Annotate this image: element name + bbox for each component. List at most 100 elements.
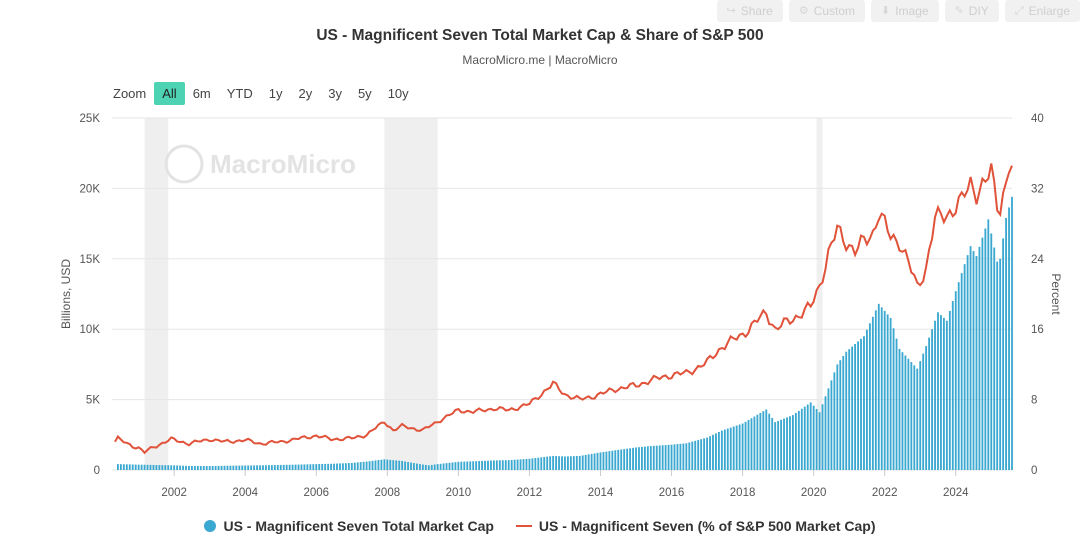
market-cap-bar	[131, 464, 134, 470]
market-cap-bar	[273, 465, 276, 470]
zoom-option-all[interactable]: All	[154, 82, 185, 105]
market-cap-bar	[629, 448, 632, 470]
market-cap-bar	[972, 251, 975, 470]
market-cap-bar	[792, 415, 794, 470]
market-cap-bar	[934, 320, 936, 470]
toolbar-button-image[interactable]: ⬇ Image	[871, 0, 939, 22]
market-cap-bar	[241, 465, 244, 470]
toolbar-button-enlarge[interactable]: ⤢ Enlarge	[1004, 0, 1080, 22]
market-cap-bar	[202, 466, 205, 470]
market-cap-bar	[567, 456, 569, 470]
market-cap-bar	[818, 412, 821, 470]
market-cap-bar	[324, 463, 327, 470]
market-cap-bar	[487, 460, 489, 470]
market-cap-bar	[824, 396, 827, 470]
market-cap-bar	[223, 465, 226, 470]
market-cap-bar	[712, 434, 714, 470]
market-cap-bar	[380, 459, 383, 470]
market-cap-bar	[744, 421, 747, 470]
zoom-option-1y[interactable]: 1y	[268, 86, 283, 101]
market-cap-bar	[688, 442, 691, 470]
market-cap-bar	[484, 460, 486, 470]
x-tick-label: 2002	[161, 487, 187, 499]
watermark-logo-icon	[164, 144, 204, 184]
market-cap-bar	[655, 445, 658, 470]
market-cap-bar	[217, 465, 220, 470]
market-cap-bar	[404, 461, 407, 470]
market-cap-bar	[182, 465, 184, 470]
market-cap-bar	[821, 404, 824, 470]
market-cap-bar	[436, 464, 439, 470]
market-cap-bar	[469, 461, 472, 470]
toolbar-button-diy[interactable]: ✎ DIY	[944, 0, 999, 22]
market-cap-bar	[495, 460, 498, 470]
toolbar-button-label: Enlarge	[1028, 4, 1070, 18]
market-cap-bar	[552, 455, 555, 470]
market-cap-bar	[353, 462, 356, 470]
zoom-option-ytd[interactable]: YTD	[226, 86, 253, 101]
market-cap-bar	[670, 444, 673, 470]
market-cap-bar	[676, 444, 679, 470]
zoom-option-5y[interactable]: 5y	[357, 86, 372, 101]
gear-icon: ⚙	[798, 5, 809, 17]
market-cap-bar	[762, 411, 765, 470]
market-cap-bar	[492, 460, 495, 470]
market-cap-bar	[336, 463, 338, 470]
zoom-option-2y[interactable]: 2y	[298, 86, 313, 101]
market-cap-bar	[667, 444, 670, 470]
legend-marker-market-cap	[204, 520, 217, 532]
market-cap-bar	[886, 314, 889, 470]
market-cap-bar	[682, 443, 685, 470]
legend-item-market-cap[interactable]: US - Magnificent Seven Total Market Cap	[204, 518, 494, 534]
x-tick-label: 2012	[517, 487, 543, 499]
y-right-tick-label: 8	[1031, 395, 1037, 407]
market-cap-bar	[386, 459, 389, 470]
market-cap-bar	[158, 465, 161, 470]
market-cap-bar	[975, 255, 978, 470]
market-cap-bar	[981, 237, 984, 470]
market-cap-bar	[632, 447, 634, 470]
market-cap-bar	[789, 416, 791, 470]
market-cap-bar	[270, 465, 273, 470]
market-cap-bar	[812, 405, 815, 470]
market-cap-bar	[800, 408, 803, 470]
market-cap-bar	[747, 420, 750, 470]
toolbar-button-share[interactable]: ↪ Share	[716, 0, 783, 22]
toolbar-button-custom[interactable]: ⚙ Custom	[788, 0, 865, 22]
market-cap-bar	[569, 456, 572, 470]
market-cap-bar	[605, 451, 608, 470]
legend-item-share[interactable]: US - Magnificent Seven (% of S&P 500 Mar…	[515, 518, 876, 534]
market-cap-bar	[199, 465, 202, 470]
x-tick-label: 2020	[801, 487, 827, 499]
market-cap-bar	[427, 465, 430, 470]
market-cap-bar	[860, 338, 862, 470]
market-cap-bar	[1002, 238, 1005, 470]
market-cap-bar	[978, 246, 981, 470]
market-cap-bar	[134, 464, 137, 470]
market-cap-bar	[889, 317, 892, 470]
market-cap-bar	[519, 459, 522, 470]
market-cap-bar	[460, 461, 463, 470]
market-cap-bar	[315, 464, 318, 470]
market-cap-bar	[117, 464, 119, 470]
market-cap-bar	[433, 464, 436, 470]
x-tick-label: 2006	[303, 487, 329, 499]
market-cap-bar	[534, 458, 537, 470]
zoom-option-6m[interactable]: 6m	[192, 86, 211, 101]
market-cap-bar	[288, 464, 291, 470]
market-cap-bar	[863, 336, 865, 470]
market-cap-bar	[803, 406, 806, 470]
market-cap-bar	[854, 343, 857, 470]
market-cap-bar	[161, 465, 164, 470]
market-cap-bar	[149, 464, 152, 470]
zoom-option-3y[interactable]: 3y	[328, 86, 342, 101]
zoom-option-10y[interactable]: 10y	[387, 86, 409, 101]
chart-legend: US - Magnificent Seven Total Market Cap …	[0, 518, 1080, 534]
market-cap-bar	[549, 456, 552, 470]
market-cap-bar	[122, 464, 125, 470]
market-cap-bar	[996, 261, 999, 470]
market-cap-bar	[430, 464, 433, 470]
market-cap-bar	[993, 247, 996, 470]
market-cap-bar	[173, 465, 176, 470]
market-cap-bar	[593, 453, 596, 470]
